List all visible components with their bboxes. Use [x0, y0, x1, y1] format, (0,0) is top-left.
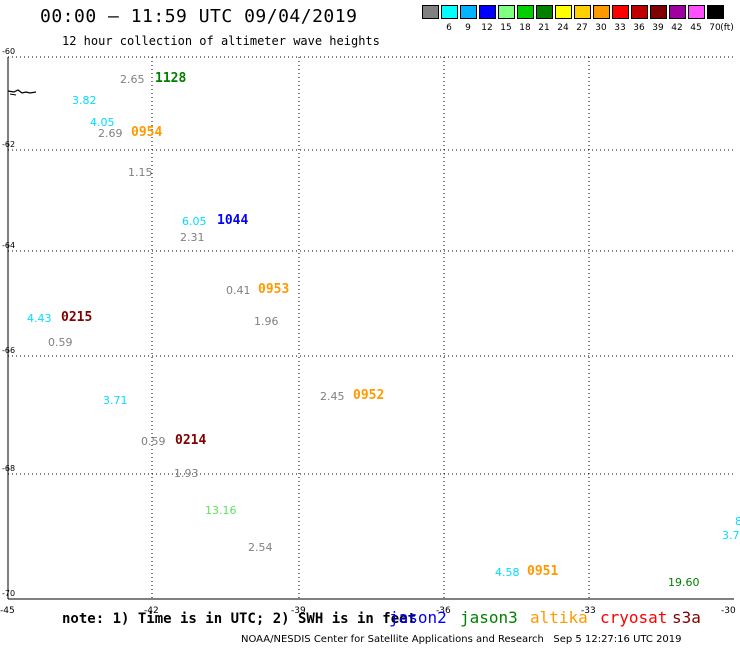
- legend-swatch: [574, 5, 591, 19]
- wave-height-label: 2.54: [248, 541, 273, 554]
- legend-swatch: [688, 5, 705, 19]
- legend-label: 39: [652, 23, 664, 33]
- satellite-legend-s3a: s3a: [672, 608, 701, 627]
- legend-swatch: [669, 5, 686, 19]
- legend-swatch: [555, 5, 572, 19]
- latitude-label: -60: [2, 47, 15, 56]
- legend-label: 24: [557, 23, 569, 33]
- satellite-legend-altika: altika: [530, 608, 588, 627]
- observation-time-label: 0951: [527, 564, 559, 579]
- wave-height-label: 4.58: [495, 566, 520, 579]
- legend-label: 12: [481, 23, 493, 33]
- longitude-label: -39: [291, 606, 306, 616]
- latitude-label: -70: [2, 589, 15, 598]
- wave-height-label: 2.69: [98, 127, 123, 140]
- legend-label: 70: [709, 23, 721, 33]
- legend-swatch: [593, 5, 610, 19]
- observation-time-label: 0214: [175, 433, 207, 448]
- wave-height-label: 13.16: [205, 504, 237, 517]
- page-title: 00:00 – 11:59 UTC 09/04/2019: [40, 6, 358, 27]
- legend-label: 6: [446, 23, 452, 33]
- wave-height-label: 2.65: [120, 73, 145, 86]
- legend-label: 27: [576, 23, 588, 33]
- latitude-label: -62: [2, 140, 15, 149]
- legend-unit: (ft): [720, 23, 734, 33]
- satellite-legend-jason2: jason2: [389, 608, 447, 627]
- observation-time-label: 0215: [61, 310, 93, 325]
- wave-height-label: 3.71: [103, 394, 128, 407]
- legend-label: 30: [595, 23, 607, 33]
- legend-label: 36: [633, 23, 645, 33]
- timestamp: Sep 5 12:27:16 UTC 2019: [553, 634, 682, 645]
- legend-label: 18: [519, 23, 531, 33]
- wave-height-label: 2.31: [180, 231, 205, 244]
- wave-height-label: 1.93: [174, 467, 199, 480]
- legend-label: 45: [690, 23, 702, 33]
- footer-credit: NOAA/NESDIS Center for Satellite Applica…: [241, 634, 682, 645]
- wave-height-label: 0.59: [48, 336, 73, 349]
- observation-time-label: 1128: [155, 71, 187, 86]
- wave-height-label: 4.05: [90, 116, 115, 129]
- wave-height-label: 4.43: [27, 312, 52, 325]
- longitude-label: -36: [436, 606, 451, 616]
- longitude-label: -45: [0, 606, 15, 616]
- observation-time-label: 0953: [258, 282, 290, 297]
- legend-label: 15: [500, 23, 512, 33]
- wave-height-label: 3.7: [722, 529, 740, 542]
- wave-height-label: 19.60: [668, 576, 700, 589]
- wave-height-label: 6.05: [182, 215, 207, 228]
- wave-height-label: 0.41: [226, 284, 251, 297]
- legend-swatch: [612, 5, 629, 19]
- legend-swatch: [441, 5, 458, 19]
- latitude-label: -68: [2, 464, 15, 473]
- latitude-label: -64: [2, 241, 15, 250]
- wave-height-label: 2.45: [320, 390, 345, 403]
- legend-swatch: [631, 5, 648, 19]
- legend-label: 21: [538, 23, 550, 33]
- footer-note: note: 1) Time is in UTC; 2) SWH is in fe…: [62, 611, 417, 627]
- satellite-legend-cryosat: cryosat: [600, 608, 668, 627]
- legend-label: 9: [465, 23, 471, 33]
- observation-time-label: 1044: [217, 213, 249, 228]
- coastline: [7, 89, 37, 96]
- longitude-label: -42: [144, 606, 159, 616]
- legend-label: 42: [671, 23, 683, 33]
- longitude-label: -30: [721, 606, 736, 616]
- legend-label: 33: [614, 23, 626, 33]
- legend-swatch: [707, 5, 724, 19]
- latitude-label: -66: [2, 346, 15, 355]
- wave-height-label: 0.59: [141, 435, 166, 448]
- page-subtitle: 12 hour collection of altimeter wave hei…: [62, 34, 380, 48]
- legend-swatch: [517, 5, 534, 19]
- satellite-legend-jason3: jason3: [460, 608, 518, 627]
- legend-swatch: [460, 5, 477, 19]
- legend-swatch: [498, 5, 515, 19]
- wave-height-label: 1.15: [128, 166, 153, 179]
- legend-swatch: [422, 5, 439, 19]
- legend-swatch: [536, 5, 553, 19]
- observation-time-label: 0952: [353, 388, 385, 403]
- wave-height-label: 8: [735, 515, 740, 528]
- wave-height-label: 1.96: [254, 315, 279, 328]
- credit-text: NOAA/NESDIS Center for Satellite Applica…: [241, 634, 544, 645]
- legend-swatch: [479, 5, 496, 19]
- longitude-label: -33: [581, 606, 596, 616]
- wave-height-label: 3.82: [72, 94, 97, 107]
- observation-time-label: 0954: [131, 125, 163, 140]
- legend-swatch: [650, 5, 667, 19]
